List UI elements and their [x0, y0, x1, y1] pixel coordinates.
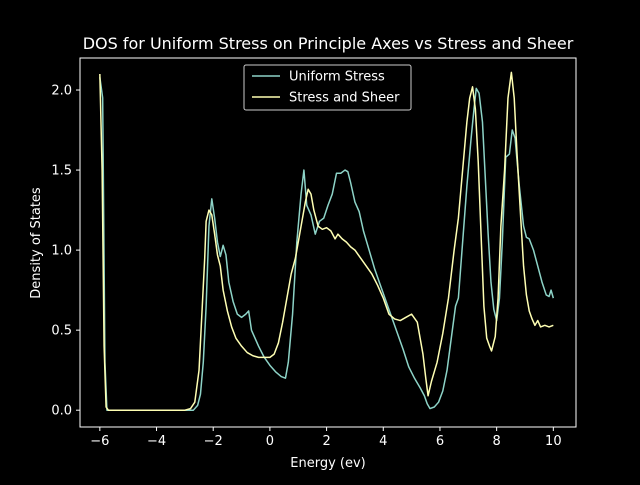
x-tick-label: −4 — [147, 434, 166, 449]
y-tick-label: 2.0 — [51, 84, 72, 99]
x-tick-label: 10 — [545, 434, 562, 449]
x-tick-label: 6 — [436, 434, 444, 449]
series-line-stress-and-sheer — [99, 71, 554, 411]
x-tick-label: 2 — [322, 434, 330, 449]
y-axis-label: Density of States — [29, 187, 44, 299]
y-tick-label: 1.5 — [51, 164, 72, 179]
legend: Uniform Stress Stress and Sheer — [243, 64, 412, 111]
y-tick-label: 1.0 — [51, 244, 72, 259]
x-tick-label: 8 — [492, 434, 500, 449]
series-line-uniform-stress — [99, 77, 555, 411]
y-axis-ticks: 0.0 0.5 1.0 1.5 2.0 — [51, 84, 80, 419]
legend-label: Stress and Sheer — [289, 91, 400, 106]
y-tick-label: 0.5 — [51, 324, 72, 339]
x-tick-label: −6 — [90, 434, 109, 449]
legend-box — [243, 64, 412, 111]
series-layer — [99, 71, 555, 411]
chart-title: DOS for Uniform Stress on Principle Axes… — [83, 34, 574, 53]
plot-frame — [79, 57, 577, 428]
legend-label: Uniform Stress — [289, 70, 385, 85]
x-tick-label: −2 — [204, 434, 223, 449]
x-axis-ticks: −6 −4 −2 0 2 4 6 8 10 — [90, 427, 562, 449]
y-tick-label: 0.0 — [51, 404, 72, 419]
x-tick-label: 0 — [266, 434, 274, 449]
x-tick-label: 4 — [379, 434, 387, 449]
x-axis-label: Energy (ev) — [290, 456, 365, 471]
